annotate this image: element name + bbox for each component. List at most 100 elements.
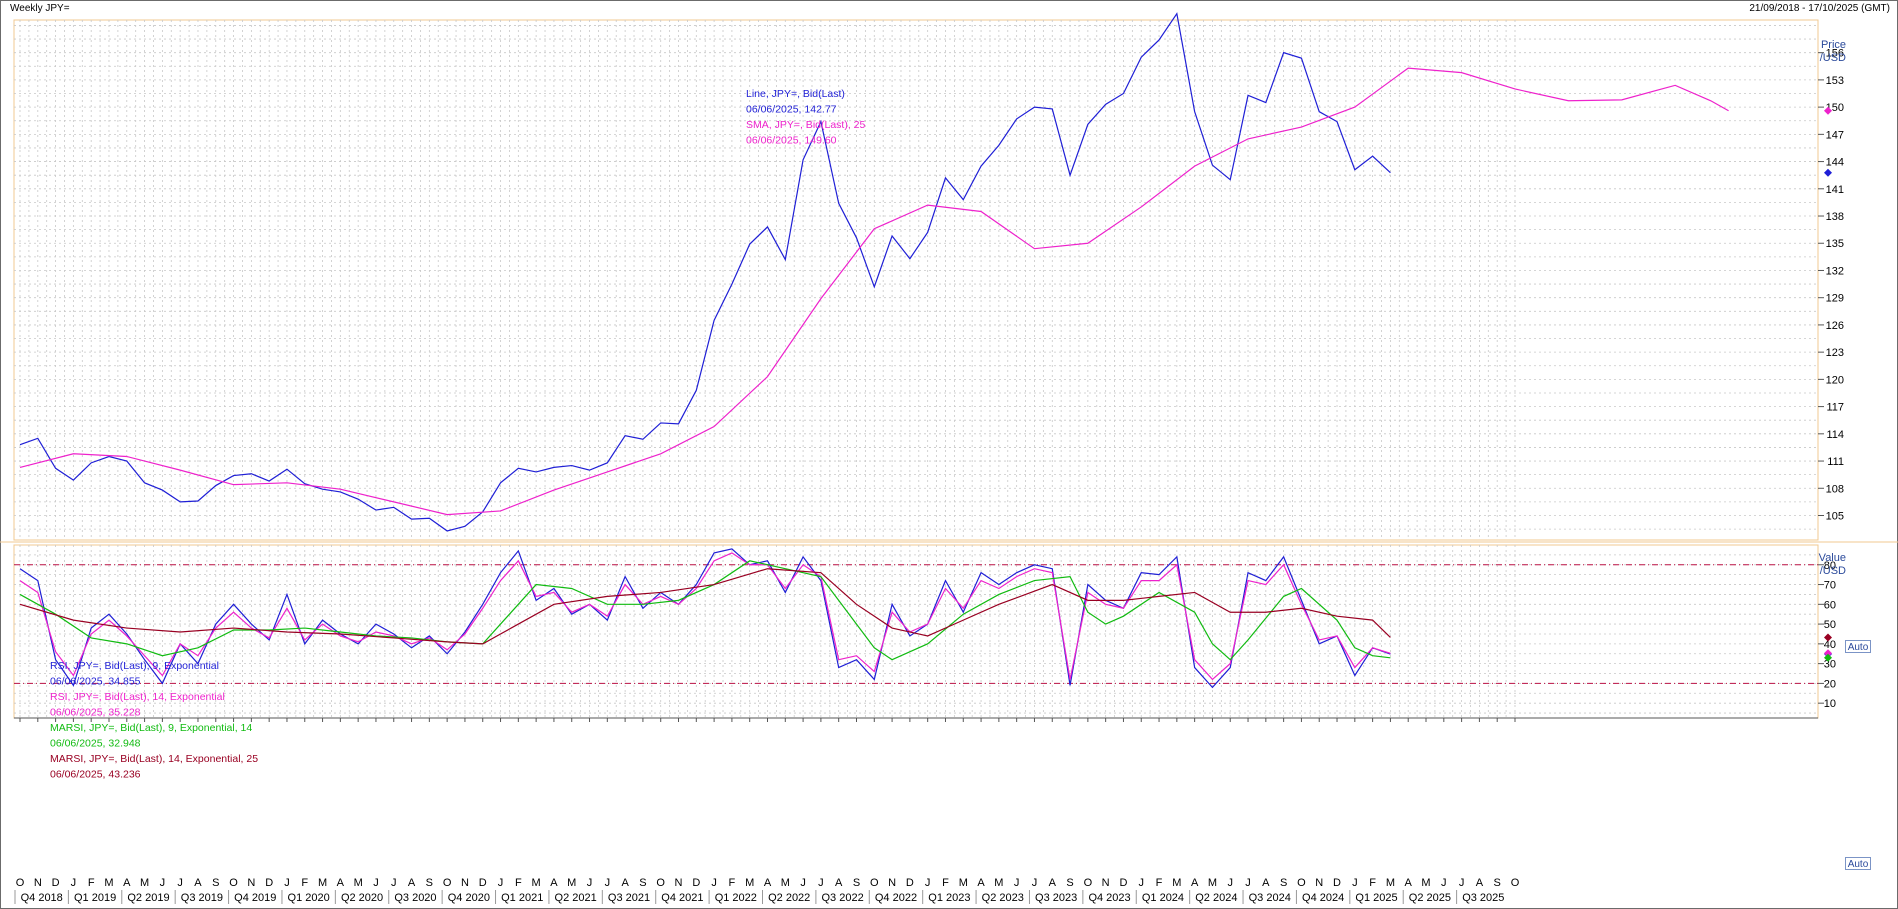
price-last-value-marker-0 bbox=[1824, 168, 1832, 177]
month-tick-label: M bbox=[1208, 877, 1217, 889]
quarter-tick-label: Q3 2025 bbox=[1462, 892, 1504, 904]
rsi-axis-unit: /USD bbox=[1820, 565, 1846, 577]
quarter-tick-label: Q3 2019 bbox=[181, 892, 223, 904]
rsi-legend-item: RSI, JPY=, Bid(Last), 9, Exponential bbox=[50, 660, 219, 672]
month-tick-label: J bbox=[818, 877, 824, 889]
month-tick-label: M bbox=[994, 877, 1003, 889]
month-tick-label: M bbox=[318, 877, 327, 889]
month-tick-label: D bbox=[1119, 877, 1127, 889]
rsi-legend-item: 06/06/2025, 34.855 bbox=[50, 676, 141, 688]
month-tick-label: O bbox=[1511, 877, 1520, 889]
quarter-tick-label: Q1 2019 bbox=[74, 892, 116, 904]
month-tick-label: J bbox=[587, 877, 593, 889]
month-tick-label: N bbox=[888, 877, 896, 889]
quarter-tick-label: Q1 2021 bbox=[501, 892, 543, 904]
quarter-tick-label: Q2 2022 bbox=[768, 892, 810, 904]
price-tick-label: 144 bbox=[1826, 157, 1844, 169]
price-axis-unit: /USD bbox=[1820, 52, 1846, 64]
rsi-series-line-3 bbox=[19, 568, 1391, 645]
rsi-tick-label: 70 bbox=[1824, 580, 1836, 592]
month-tick-label: M bbox=[140, 877, 149, 889]
rsi-legend-item: 06/06/2025, 35.228 bbox=[50, 707, 141, 719]
quarter-tick-label: Q1 2020 bbox=[288, 892, 330, 904]
month-tick-label: J bbox=[1032, 877, 1038, 889]
price-tick-label: 141 bbox=[1826, 184, 1844, 196]
month-tick-label: M bbox=[959, 877, 968, 889]
quarter-tick-label: Q4 2023 bbox=[1088, 892, 1130, 904]
month-tick-label: J bbox=[177, 877, 183, 889]
quarter-tick-label: Q3 2022 bbox=[821, 892, 863, 904]
month-tick-label: S bbox=[426, 877, 433, 889]
price-tick-label: 126 bbox=[1826, 320, 1844, 332]
month-tick-label: O bbox=[443, 877, 452, 889]
month-tick-label: F bbox=[729, 877, 736, 889]
month-tick-label: F bbox=[1369, 877, 1376, 889]
month-tick-label: D bbox=[479, 877, 487, 889]
month-tick-label: D bbox=[52, 877, 60, 889]
rsi-series-line-2 bbox=[19, 560, 1391, 661]
price-tick-label: 111 bbox=[1827, 456, 1844, 468]
month-tick-label: A bbox=[337, 877, 345, 889]
rsi-tick-label: 20 bbox=[1824, 678, 1836, 690]
month-tick-label: J bbox=[1227, 877, 1233, 889]
month-tick-label: A bbox=[1476, 877, 1484, 889]
quarter-tick-label: Q4 2020 bbox=[448, 892, 490, 904]
rsi-series-line-1 bbox=[19, 552, 1391, 681]
quarter-tick-label: Q2 2025 bbox=[1409, 892, 1451, 904]
month-tick-label: F bbox=[301, 877, 308, 889]
month-tick-label: J bbox=[925, 877, 931, 889]
quarter-tick-label: Q2 2021 bbox=[555, 892, 597, 904]
month-tick-label: O bbox=[1297, 877, 1306, 889]
quarter-tick-label: Q4 2018 bbox=[21, 892, 63, 904]
month-tick-label: J bbox=[1459, 877, 1465, 889]
price-tick-label: 114 bbox=[1826, 429, 1844, 441]
month-tick-label: J bbox=[1441, 877, 1447, 889]
month-tick-label: N bbox=[461, 877, 469, 889]
quarter-tick-label: Q1 2024 bbox=[1142, 892, 1184, 904]
rsi-legend-item: MARSI, JPY=, Bid(Last), 14, Exponential,… bbox=[50, 753, 258, 765]
price-panel: 105 108 111 114 117 120 123 126 129 132 135 138 141 1… bbox=[19, 12, 1846, 532]
month-tick-label: A bbox=[621, 877, 629, 889]
date-range: 21/09/2018 - 17/10/2025 (GMT) bbox=[1749, 3, 1890, 14]
quarter-tick-label: Q4 2021 bbox=[661, 892, 703, 904]
month-tick-label: S bbox=[1280, 877, 1287, 889]
rsi-tick-label: 40 bbox=[1824, 639, 1836, 651]
price-tick-label: 147 bbox=[1826, 129, 1844, 141]
month-tick-label: O bbox=[870, 877, 879, 889]
rsi-legend-item: MARSI, JPY=, Bid(Last), 9, Exponential, … bbox=[50, 722, 252, 734]
month-tick-label: M bbox=[745, 877, 754, 889]
month-tick-label: J bbox=[605, 877, 611, 889]
price-tick-label: 156 bbox=[1826, 48, 1844, 60]
month-tick-label: O bbox=[1084, 877, 1093, 889]
price-panel-border bbox=[13, 19, 1819, 541]
month-tick-label: M bbox=[1421, 877, 1430, 889]
month-tick-label: D bbox=[692, 877, 700, 889]
price-tick-label: 129 bbox=[1826, 293, 1844, 305]
month-tick-label: J bbox=[1352, 877, 1358, 889]
rsi-tick-label: 80 bbox=[1824, 560, 1836, 572]
quarter-tick-label: Q3 2020 bbox=[394, 892, 436, 904]
rsi-auto-scale-button[interactable]: Auto bbox=[1845, 857, 1871, 870]
month-tick-label: M bbox=[1172, 877, 1181, 889]
month-tick-label: M bbox=[104, 877, 113, 889]
month-tick-label: J bbox=[71, 877, 77, 889]
rsi-last-value-marker-3 bbox=[1824, 633, 1832, 642]
price-tick-label: 105 bbox=[1826, 510, 1844, 522]
month-tick-label: A bbox=[1262, 877, 1270, 889]
price-auto-scale-button[interactable]: Auto bbox=[1845, 640, 1871, 653]
price-axis-unit: Price bbox=[1821, 39, 1846, 51]
price-tick-label: 108 bbox=[1826, 483, 1844, 495]
month-tick-label: J bbox=[284, 877, 290, 889]
month-tick-label: O bbox=[656, 877, 665, 889]
month-tick-label: F bbox=[1156, 877, 1163, 889]
month-tick-label: S bbox=[639, 877, 646, 889]
grid-lines bbox=[0, 19, 1898, 719]
price-tick-label: 117 bbox=[1826, 402, 1844, 414]
quarter-tick-label: Q3 2021 bbox=[608, 892, 650, 904]
price-tick-label: 138 bbox=[1826, 211, 1844, 223]
month-tick-label: A bbox=[408, 877, 416, 889]
month-tick-label: S bbox=[212, 877, 219, 889]
month-tick-label: J bbox=[711, 877, 717, 889]
